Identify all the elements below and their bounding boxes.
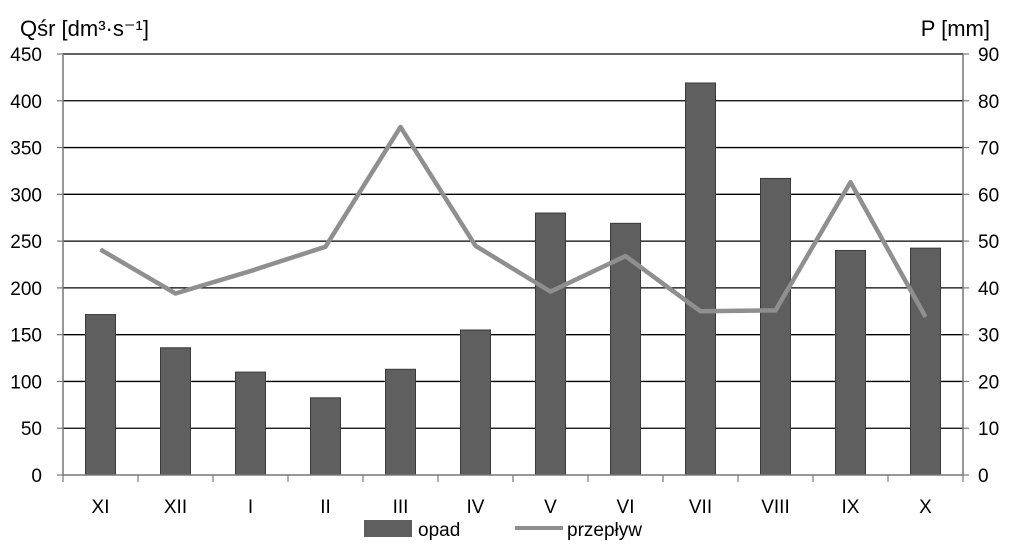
x-tick-label-IV: IV [467,497,485,518]
bar-XI [85,314,116,476]
x-axis-ticks: XI XII I II III IV V VI VII VIII IX X [62,475,964,518]
bar-IX [835,249,866,476]
x-tick-label-VI: VI [617,497,635,518]
right-tick-label: 50 [978,232,999,253]
x-tick-label-VII: VII [689,497,712,518]
line-point-XII [175,293,176,295]
gridlines [63,53,963,429]
left-tick-label: 300 [10,185,42,206]
x-tick-label-I: I [248,497,253,518]
left-tick-label: 100 [10,372,42,393]
legend-label-opad: opad [418,520,460,541]
right-tick-label: 80 [978,92,999,113]
x-tick-label-V: V [544,497,557,518]
bar-VII [685,82,716,476]
right-tick-label: 90 [978,45,999,66]
line-point-I [250,270,251,272]
bar-I [235,371,266,476]
line-point-XI [100,249,101,251]
x-tick-label-IX: IX [842,497,860,518]
line-point-VI [625,255,626,257]
left-tick-label: 350 [10,139,42,160]
right-tick-label: 40 [978,279,999,300]
right-tick-label: 20 [978,372,999,393]
axes [62,54,964,476]
legend-label-przeplyw: przepływ [567,520,642,541]
line-point-II [325,246,326,248]
left-tick-label: 0 [31,466,42,487]
legend: opad przepływ [364,520,642,541]
bar-series-opad [85,82,941,476]
line-point-VII [700,310,701,312]
x-tick-label-X: X [919,497,932,518]
bar-V [535,212,566,476]
line-point-X [925,316,926,318]
line-point-III [400,126,401,128]
left-tick-label: 250 [10,232,42,253]
legend-swatch-opad [364,520,412,537]
right-tick-label: 0 [978,466,989,487]
line-point-VIII [775,309,776,311]
left-axis-title: Qśr [dm³·s⁻¹] [20,16,149,41]
x-tick-label-VIII: VIII [761,497,790,518]
left-tick-label: 400 [10,92,42,113]
left-tick-label: 450 [10,45,42,66]
x-tick-label-XI: XI [92,497,110,518]
right-tick-label: 70 [978,139,999,160]
x-tick-label-XII: XII [164,497,187,518]
line-point-V [550,291,551,293]
bar-VIII [760,177,791,476]
left-tick-label: 50 [21,419,42,440]
right-tick-label: 10 [978,419,999,440]
left-tick-label: 150 [10,326,42,347]
x-tick-label-III: III [393,497,409,518]
right-axis-ticks: 0 10 20 30 40 50 60 70 80 90 [963,45,999,487]
left-axis-ticks: 0 50 100 150 200 250 300 350 400 450 [10,45,63,487]
bar-II [310,397,341,476]
line-point-IV [475,245,476,247]
bar-XII [160,347,191,476]
bar-X [910,247,941,476]
right-tick-label: 60 [978,185,999,206]
bar-IV [460,329,491,476]
line-series-przeplyw [99,124,928,318]
right-tick-label: 30 [978,326,999,347]
x-tick-label-II: II [320,497,331,518]
bar-III [385,368,416,476]
right-axis-title: P [mm] [921,16,990,41]
line-przeplyw [99,124,928,318]
line-point-IX [850,181,851,183]
left-tick-label: 200 [10,279,42,300]
